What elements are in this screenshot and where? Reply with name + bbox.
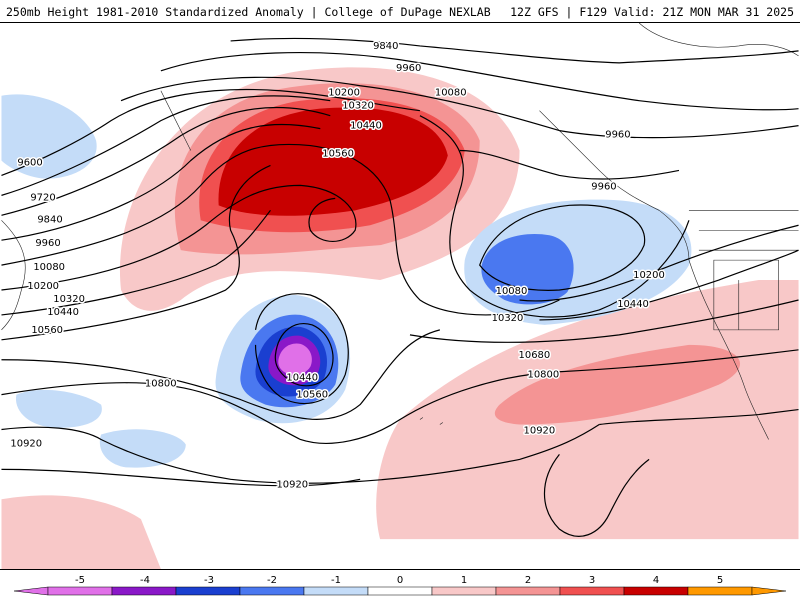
colorbar-segment xyxy=(47,586,113,596)
colorbar-segment xyxy=(623,586,689,596)
anomaly-fill-neg2-northeast xyxy=(481,233,574,305)
contour-label: 10320 xyxy=(53,294,85,305)
contour-label: 9960 xyxy=(591,181,616,192)
colorbar-segment xyxy=(559,586,625,596)
contour-label: 9840 xyxy=(37,214,62,225)
anomaly-fill-pos4-pacific xyxy=(218,107,448,216)
colorbar-segment xyxy=(367,586,433,596)
model-run-info: 12Z GFS | F129 Valid: 21Z MON MAR 31 202… xyxy=(510,5,794,19)
colorbar-segment xyxy=(175,586,241,596)
contour-label: 9960 xyxy=(35,238,60,249)
colorbar-tick-label: 4 xyxy=(653,575,659,586)
colorbar-segment xyxy=(303,586,369,596)
anomaly-fill-neg1-westpatch2 xyxy=(99,429,186,468)
contour-label: 10200 xyxy=(633,270,665,281)
colorbar-segment xyxy=(495,586,561,596)
contour-label: 10920 xyxy=(524,425,556,436)
colorbar-tick-label: 3 xyxy=(589,575,595,586)
header: 250mb Height 1981-2010 Standardized Anom… xyxy=(0,0,800,22)
contour-label: 10320 xyxy=(492,313,524,324)
colorbar-tick-label: 2 xyxy=(525,575,531,586)
colorbar-tick-label: 5 xyxy=(717,575,723,586)
contour-label: 10080 xyxy=(33,262,65,273)
colorbar-tick-label: -2 xyxy=(267,575,277,586)
coastlines xyxy=(1,23,799,440)
contour-label: 10920 xyxy=(10,438,42,449)
colorbar-tick-label: -1 xyxy=(331,575,341,586)
contour-label: 9720 xyxy=(30,192,55,203)
contour-label: 10560 xyxy=(322,149,354,160)
contour-label: 9960 xyxy=(396,63,421,74)
colorbar-tick-label: 0 xyxy=(397,575,403,586)
contour-label: 10200 xyxy=(27,281,59,292)
anomaly-fills xyxy=(1,67,799,569)
colorbar-segment xyxy=(111,586,177,596)
colorbar-arrow-high xyxy=(751,586,787,596)
contour-label: 10560 xyxy=(296,390,328,401)
colorbar-segment xyxy=(239,586,305,596)
anomaly-fill-pos2-southeast xyxy=(494,344,741,425)
colorbar-segment xyxy=(687,586,753,596)
anomaly-fill-pos1-southwest xyxy=(1,495,161,569)
anomaly-map: 9840 9960 10080 9960 9600 9720 9840 9960… xyxy=(0,22,800,570)
contour-label: 9840 xyxy=(373,41,398,52)
colorbar-tick-label: -4 xyxy=(140,575,150,586)
contour-label: 9960 xyxy=(605,130,630,141)
contour-label: 10560 xyxy=(31,325,63,336)
colorbar-segments xyxy=(13,586,787,596)
colorbar-tick-label: -3 xyxy=(204,575,214,586)
colorbar-tick-labels: -5 -4 -3 -2 -1 0 1 2 3 4 5 xyxy=(75,575,723,586)
contour-label: 10800 xyxy=(145,379,177,390)
anomaly-fill-neg1-westpatch1 xyxy=(15,389,102,428)
contour-label: 10920 xyxy=(276,479,308,490)
contour-labels: 9840 9960 10080 9960 9600 9720 9840 9960… xyxy=(9,39,666,491)
contour-label: 10200 xyxy=(328,88,360,99)
map-title: 250mb Height 1981-2010 Standardized Anom… xyxy=(6,5,491,19)
colorbar-tick-label: 1 xyxy=(461,575,467,586)
contour-label: 10080 xyxy=(435,88,467,99)
contour-label: 10440 xyxy=(47,307,79,318)
contour-label: 10800 xyxy=(528,370,560,381)
contour-label: 10440 xyxy=(350,121,382,132)
contour-label: 10320 xyxy=(342,101,374,112)
height-contours xyxy=(1,37,799,537)
anomaly-fill-neg5-lowcenter xyxy=(278,343,312,376)
anomaly-fill-pos1-east xyxy=(688,283,799,335)
contour-label: 10440 xyxy=(286,373,318,384)
contour-label: 9600 xyxy=(17,157,42,168)
anomaly-fill-neg1-northwest xyxy=(1,94,97,179)
contour-label: 10440 xyxy=(617,299,649,310)
colorbar-tick-label: -5 xyxy=(75,575,85,586)
colorbar-arrow-low xyxy=(13,586,49,596)
contour-label: 10080 xyxy=(496,286,528,297)
colorbar-segment xyxy=(431,586,497,596)
contour-label: 10680 xyxy=(519,350,551,361)
colorbar: -5 -4 -3 -2 -1 0 1 2 3 4 5 xyxy=(13,575,787,596)
